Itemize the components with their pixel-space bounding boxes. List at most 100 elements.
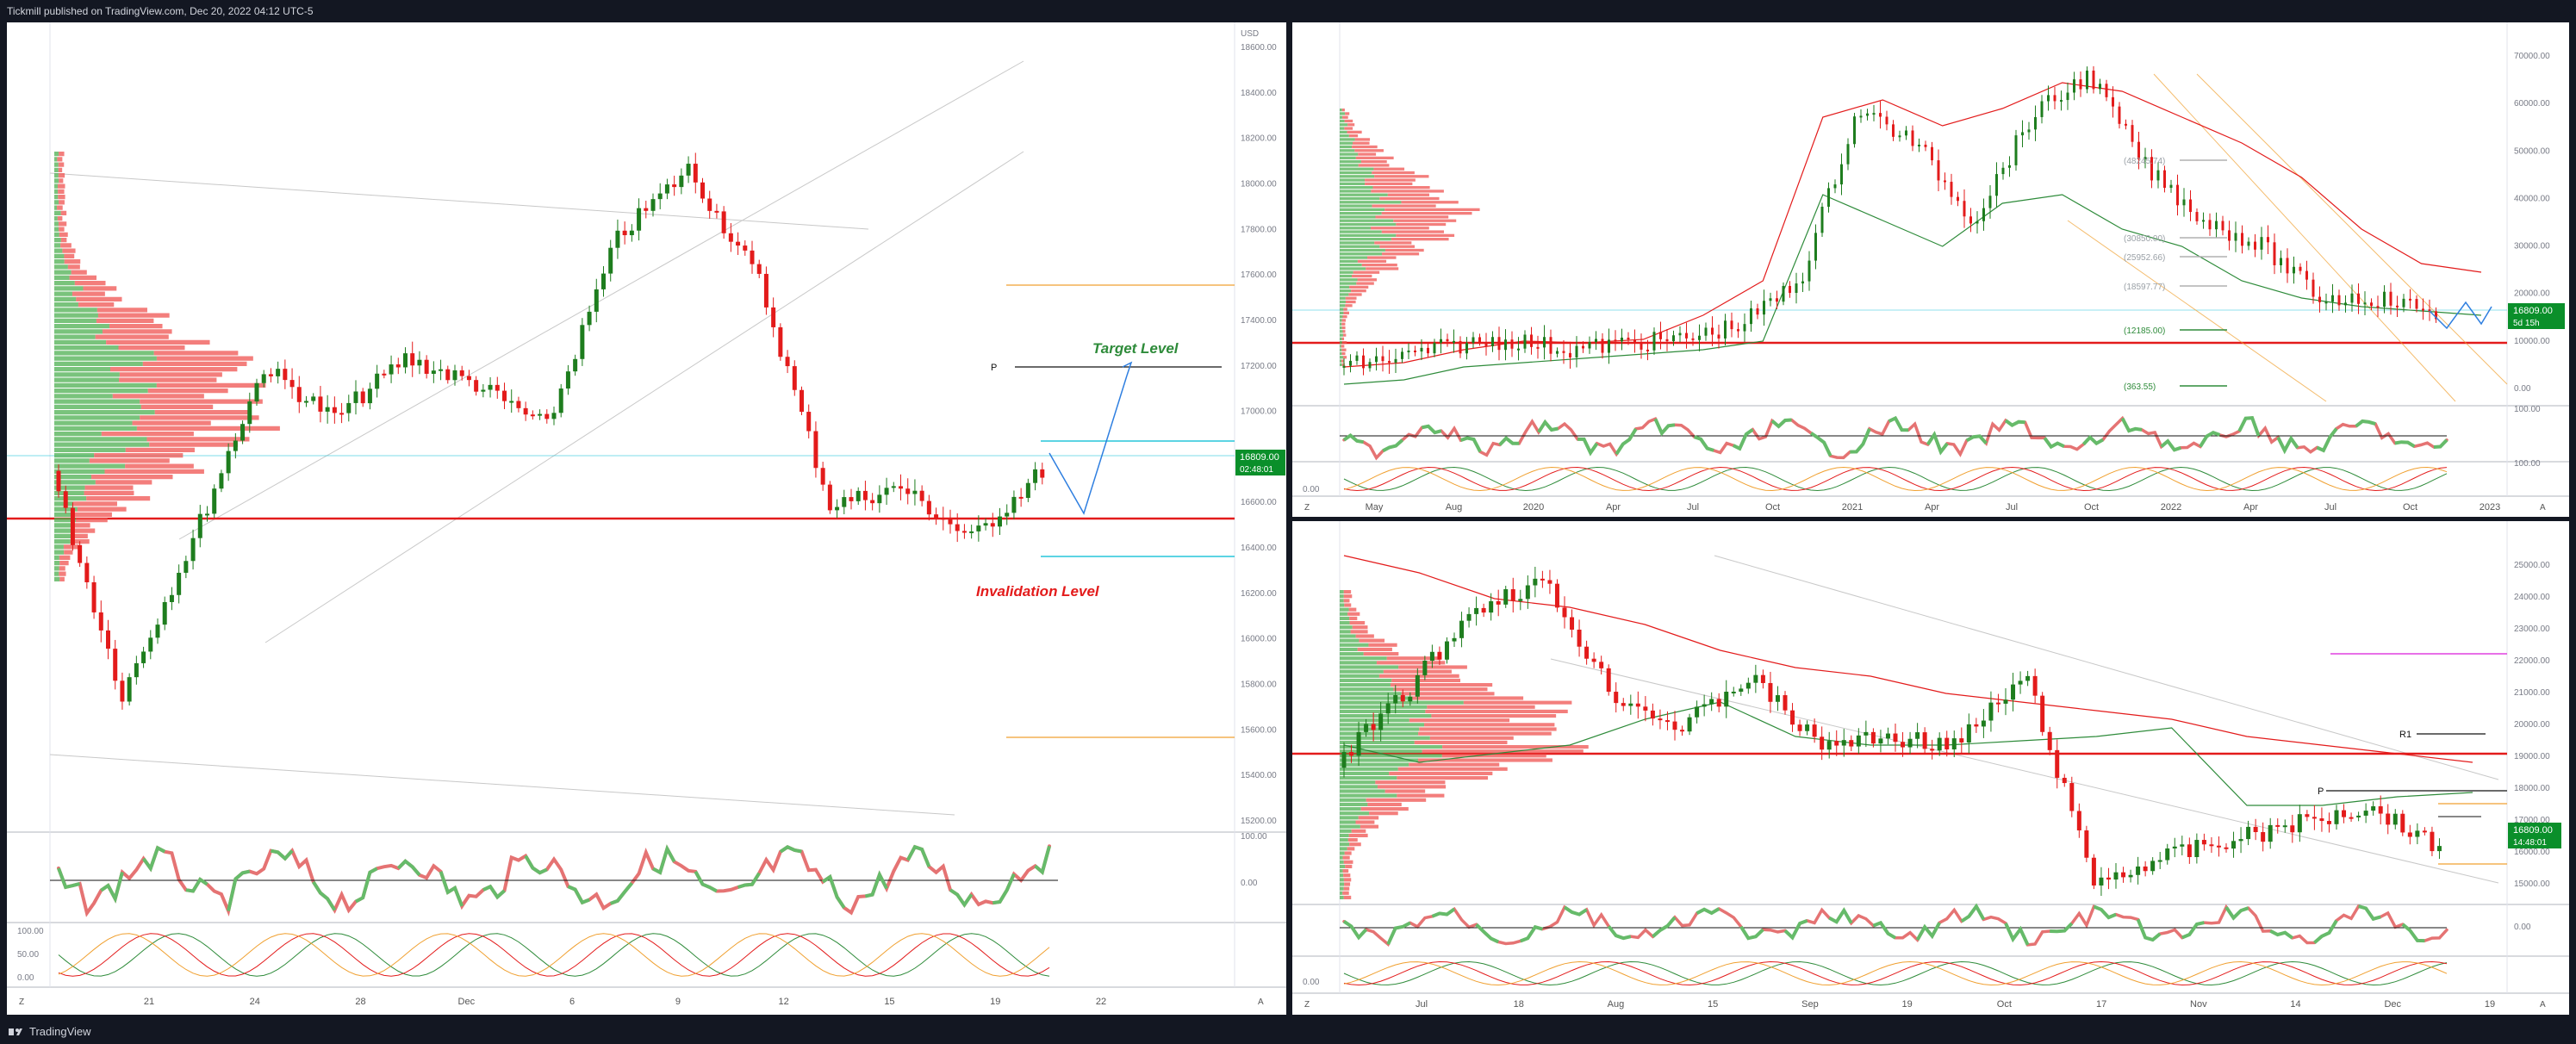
- volume-bar-buy: [54, 410, 155, 415]
- volume-bar-sell: [69, 275, 97, 280]
- volume-bar-buy: [1340, 851, 1345, 855]
- candle: [2312, 279, 2315, 297]
- candle: [1518, 599, 1523, 601]
- volume-bar-sell: [1375, 780, 1446, 785]
- candle: [353, 391, 358, 403]
- candle: [325, 407, 330, 412]
- top-right-chart-panel[interactable]: (48245.74) (30850.00) (25952.66) (18597.77)…: [1292, 22, 2569, 517]
- tr-time-label: Apr: [1925, 502, 1939, 513]
- tr-scroll-right[interactable]: A: [2540, 503, 2546, 513]
- left-stoch-label: 0.00: [17, 973, 34, 983]
- volume-bar-sell: [1442, 745, 1589, 749]
- candle: [1349, 752, 1354, 756]
- br-time-label: 17: [2096, 999, 2106, 1010]
- volume-bar-sell: [102, 329, 172, 334]
- left-rsi-label: 100.00: [1241, 832, 1267, 842]
- volume-bar-buy: [1340, 252, 1383, 256]
- candle: [2003, 699, 2008, 704]
- volume-bar-buy: [1340, 208, 1385, 211]
- volume-bar-buy: [54, 248, 63, 253]
- br-price-label: 21000.00: [2514, 688, 2550, 698]
- candle: [2282, 825, 2287, 828]
- candle: [2275, 824, 2280, 827]
- candle: [1400, 695, 1405, 702]
- candle: [1562, 607, 1567, 618]
- br-scroll-right[interactable]: A: [2540, 1000, 2546, 1010]
- bottom-right-chart-panel[interactable]: R1 P 25000.00 24000.00 23000.00 22000.00 210…: [1292, 521, 2569, 1015]
- volume-bar-sell: [1401, 692, 1495, 696]
- candle: [2060, 100, 2063, 103]
- volume-bar-buy: [54, 512, 73, 517]
- candle: [1342, 365, 1346, 368]
- volume-bar-buy: [1340, 134, 1349, 138]
- candle: [1378, 713, 1384, 730]
- volume-bar-sell: [59, 227, 65, 232]
- left-scroll-right[interactable]: A: [1258, 997, 1264, 1007]
- rsi-up-segment: [355, 867, 378, 904]
- volume-bar-sell: [1387, 193, 1430, 196]
- left-volume-profile: [54, 152, 280, 581]
- volume-bar-buy: [1340, 245, 1380, 248]
- candle: [2073, 79, 2075, 93]
- left-chart-panel[interactable]: P Target Level Invalidation Level 18600.…: [7, 22, 1286, 1015]
- candle: [1640, 342, 1643, 350]
- candle: [177, 572, 182, 595]
- volume-bar-buy: [54, 463, 126, 469]
- rsi-up-segment: [992, 873, 1016, 905]
- tr-scroll-left[interactable]: Z: [1304, 503, 1310, 513]
- volume-bar-sell: [1417, 758, 1552, 762]
- volume-bar-sell: [95, 480, 152, 485]
- rsi-up-segment: [1498, 436, 1520, 446]
- volume-bar-sell: [58, 167, 63, 172]
- rsi-up-segment: [1342, 432, 1364, 444]
- volume-bar-buy: [1340, 333, 1343, 337]
- volume-bar-buy: [1340, 687, 1394, 692]
- volume-bar-sell: [118, 345, 185, 351]
- candle: [395, 364, 401, 368]
- rsi-up-segment: [1386, 921, 1411, 946]
- br-time-label: Aug: [1608, 999, 1625, 1010]
- left-chart-canvas[interactable]: P Target Level Invalidation Level 18600.…: [7, 22, 1286, 1015]
- rsi-up-segment: [1872, 920, 1897, 940]
- volume-bar-buy: [54, 453, 95, 458]
- rsi-up-segment: [1563, 905, 1588, 917]
- volume-bar-buy: [54, 420, 133, 426]
- candle: [1790, 710, 1795, 725]
- candle: [424, 359, 429, 374]
- candle: [2357, 293, 2360, 304]
- bottom-right-price-axis: 25000.00 24000.00 23000.00 22000.00 21000.00…: [1303, 561, 2550, 987]
- volume-bar-sell: [1343, 308, 1347, 311]
- volume-bar-sell: [59, 576, 65, 581]
- top-right-chart-canvas[interactable]: (48245.74) (30850.00) (25952.66) (18597.77)…: [1292, 22, 2569, 517]
- volume-bar-buy: [1340, 833, 1349, 837]
- tr-time-label: Aug: [1446, 502, 1463, 513]
- br-rsi-label: 0.00: [2514, 923, 2531, 932]
- candle: [2392, 813, 2398, 825]
- volume-bar-buy: [1340, 330, 1343, 333]
- volume-bar-sell: [1368, 643, 1397, 647]
- volume-bar-sell: [1347, 847, 1355, 851]
- rsi-up-segment: [949, 888, 974, 908]
- left-scroll-left[interactable]: Z: [19, 997, 24, 1007]
- bottom-right-chart-canvas[interactable]: R1 P 25000.00 24000.00 23000.00 22000.00 210…: [1292, 521, 2569, 1015]
- candle: [523, 407, 528, 415]
- volume-bar-buy: [54, 442, 150, 447]
- tr-time-label: Jul: [2006, 502, 2018, 513]
- tr-price-label: 20000.00: [2514, 289, 2550, 299]
- tradingview-brand[interactable]: TradingView: [9, 1025, 91, 1038]
- volume-bar-sell: [1384, 248, 1424, 252]
- candle: [1893, 733, 1898, 743]
- candle: [1650, 710, 1655, 719]
- volume-bar-sell: [1429, 736, 1514, 740]
- rsi-up-segment: [1732, 428, 1754, 451]
- volume-bar-sell: [1350, 630, 1368, 634]
- candle: [750, 250, 755, 264]
- stoch-line: [58, 933, 1050, 977]
- volume-bar-sell: [72, 291, 105, 296]
- volume-bar-sell: [1367, 802, 1402, 806]
- fib-level-label: (25952.66): [2124, 253, 2165, 263]
- br-scroll-left[interactable]: Z: [1304, 1000, 1310, 1010]
- left-stoch-label: 100.00: [17, 927, 44, 936]
- candle: [1407, 350, 1410, 352]
- candle: [1388, 361, 1391, 364]
